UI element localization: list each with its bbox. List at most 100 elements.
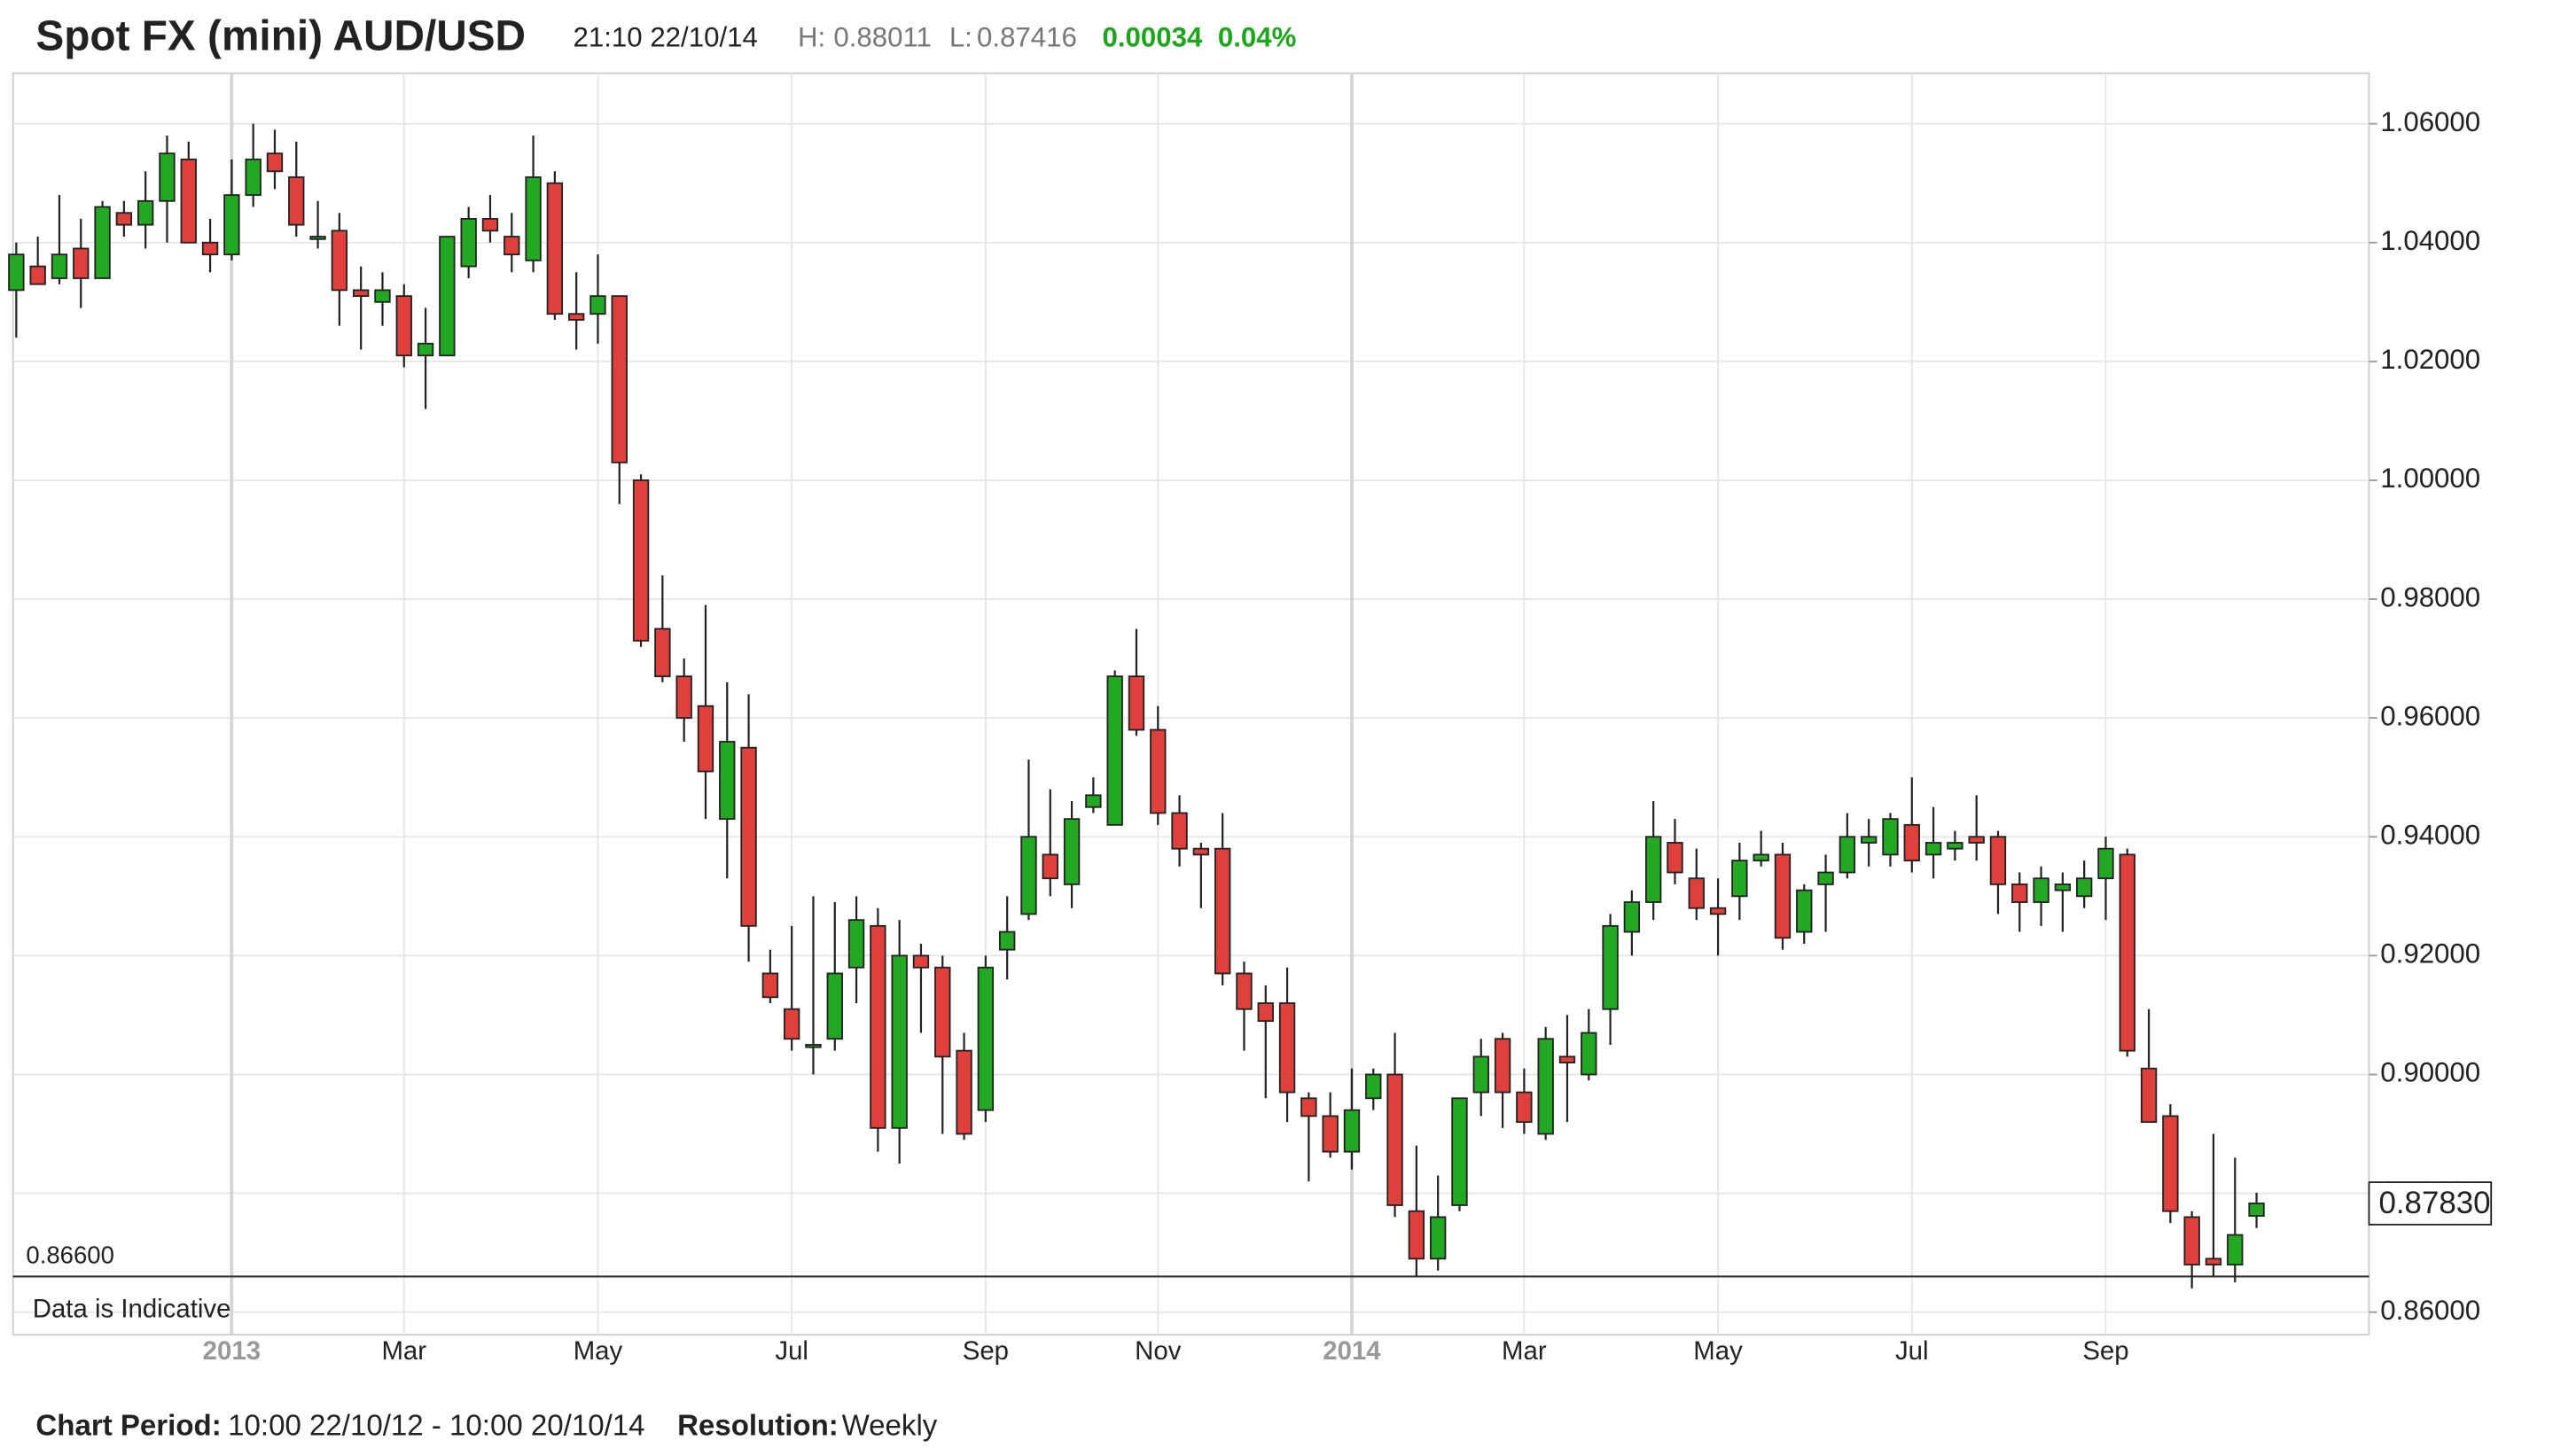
candle-body xyxy=(1106,675,1123,826)
candle-body xyxy=(912,954,930,969)
change-percent: 0.04% xyxy=(1218,21,1297,52)
candle-body xyxy=(159,152,176,202)
x-tick-label: Jul xyxy=(775,1336,808,1366)
candle-body xyxy=(1989,836,2007,885)
candle-body xyxy=(309,236,326,240)
candle-body xyxy=(1581,1032,1597,1076)
candle-body xyxy=(1774,853,1792,939)
candle-body xyxy=(417,342,434,357)
y-tick-label: 0.90000 xyxy=(2380,1057,2480,1088)
candle-body xyxy=(761,972,779,999)
candle-body xyxy=(2033,877,2049,903)
x-tick-label: May xyxy=(574,1336,623,1366)
y-tick-label: 1.02000 xyxy=(2380,344,2480,375)
candle-body xyxy=(1644,836,1662,903)
candle-body xyxy=(675,675,692,720)
candle-body xyxy=(1753,853,1769,862)
reference-label: 0.86600 xyxy=(26,1242,114,1269)
candle-body xyxy=(1429,1216,1447,1260)
candle-body xyxy=(611,295,628,463)
resolution-label: Resolution: xyxy=(677,1410,839,1443)
y-tick-label: 1.00000 xyxy=(2380,463,2480,494)
candle-body xyxy=(891,954,908,1129)
candle-body xyxy=(1667,842,1683,874)
candle-body xyxy=(2248,1203,2265,1217)
candle-body xyxy=(1558,1055,1576,1063)
candle-body xyxy=(481,218,499,232)
candle-body xyxy=(2075,877,2093,898)
candle-body xyxy=(1192,847,1210,856)
chart-title: Spot FX (mini) AUD/USD xyxy=(35,13,526,60)
candle-body xyxy=(654,627,671,678)
candle-body xyxy=(2097,847,2114,880)
candle-body xyxy=(826,972,843,1040)
candle-body xyxy=(2011,883,2028,903)
candle-body xyxy=(1042,853,1058,880)
note: Data is Indicative xyxy=(33,1294,231,1323)
timestamp: 21:10 22/10/14 xyxy=(574,21,758,52)
candle-body xyxy=(1408,1210,1425,1260)
candle-body xyxy=(94,206,111,279)
candle-body xyxy=(977,966,995,1111)
candle-body xyxy=(1386,1073,1403,1206)
candle-body xyxy=(201,241,219,256)
y-tick-label: 0.96000 xyxy=(2380,700,2480,731)
candle-body xyxy=(1688,877,1705,909)
low-label: L: xyxy=(949,21,972,52)
x-tick-label: Jul xyxy=(1895,1336,1929,1366)
candle-body xyxy=(1516,1091,1533,1124)
candle-body xyxy=(1150,728,1167,814)
candle-body xyxy=(525,176,542,261)
candle-body xyxy=(1472,1055,1489,1094)
candle-body xyxy=(1322,1115,1339,1153)
candle-body xyxy=(374,289,391,303)
candle-body xyxy=(1171,812,1188,850)
candle-body xyxy=(1278,1002,1296,1094)
candle-body xyxy=(1602,924,1619,1010)
x-tick-label: Mar xyxy=(381,1336,426,1366)
candle-body xyxy=(567,313,585,321)
candle-body xyxy=(1257,1002,1274,1023)
candle-body xyxy=(8,253,25,292)
low-value: 0.87416 xyxy=(977,21,1077,52)
price-box xyxy=(2368,1181,2493,1226)
candle-body xyxy=(223,194,240,256)
candle-body xyxy=(1817,871,1834,885)
candle-body xyxy=(1709,907,1727,915)
candle-body xyxy=(460,218,477,268)
high-value: 0.88011 xyxy=(833,21,932,52)
candle-body xyxy=(1300,1097,1317,1117)
candle-body xyxy=(1968,836,1985,844)
candle-body xyxy=(1796,889,1813,933)
candle-body xyxy=(115,212,133,226)
candle-body xyxy=(1947,842,1964,850)
period-value: 10:00 22/10/12 - 10:00 20/10/14 xyxy=(228,1410,644,1443)
x-tick-label: Sep xyxy=(2082,1336,2128,1366)
candle-body xyxy=(1236,972,1253,1010)
candle-body xyxy=(51,253,68,279)
candle-body xyxy=(632,479,650,642)
candle-body xyxy=(2183,1216,2200,1265)
candle-body xyxy=(1020,836,1037,915)
candle-body xyxy=(266,152,284,173)
plot-frame xyxy=(12,72,2370,1336)
candle-body xyxy=(956,1049,972,1135)
candle-body xyxy=(870,924,886,1129)
y-tick-label: 0.94000 xyxy=(2380,820,2480,851)
candle-body xyxy=(589,295,606,315)
y-tick-label: 0.86000 xyxy=(2380,1295,2480,1326)
candle-body xyxy=(719,741,736,821)
y-tick-label: 1.06000 xyxy=(2380,106,2480,137)
candle-body xyxy=(2140,1067,2158,1124)
candle-body xyxy=(805,1044,822,1048)
candle-body xyxy=(2227,1234,2244,1265)
period-label: Chart Period: xyxy=(35,1410,221,1443)
candle-body xyxy=(1860,836,1878,844)
x-tick-label: Mar xyxy=(1502,1336,1547,1366)
resolution-value: Weekly xyxy=(842,1410,938,1443)
candle-body xyxy=(1537,1038,1554,1135)
candle-body xyxy=(697,705,714,773)
candle-body xyxy=(331,230,348,292)
